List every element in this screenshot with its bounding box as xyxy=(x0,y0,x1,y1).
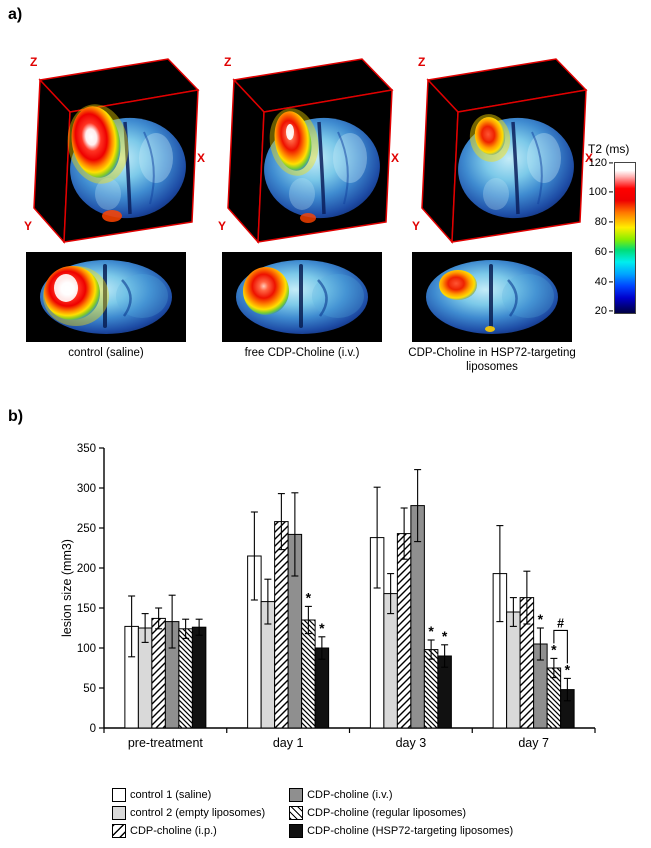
significance-marker: * xyxy=(319,620,325,636)
mri-3d-control-image: Z X Y xyxy=(24,55,205,244)
y-tick-label: 150 xyxy=(77,603,96,615)
legend-label: CDP-choline (HSP72-targeting liposomes) xyxy=(307,825,514,837)
legend-item: control 1 (saline) xyxy=(112,788,265,802)
mri-slice-hsp72-image xyxy=(412,252,572,342)
t2-colorbar: T2 (ms) 120 100 80 60 40 20 xyxy=(580,142,650,317)
category-label: day 1 xyxy=(273,736,304,750)
brain-render xyxy=(67,104,186,222)
caption-control: control (saline) xyxy=(68,347,144,359)
legend-swatch-white xyxy=(112,788,126,802)
y-tick-label: 50 xyxy=(83,683,96,695)
y-tick-label: 350 xyxy=(77,443,96,455)
colorbar-gradient xyxy=(614,162,636,314)
colorbar-body: 120 100 80 60 40 20 xyxy=(580,157,650,317)
colorbar-tick-labels: 120 100 80 60 40 20 xyxy=(580,157,614,317)
bar xyxy=(314,647,330,729)
colorbar-tick: 120 xyxy=(588,157,607,169)
z-axis-icon: Z xyxy=(30,55,37,69)
caption-hsp72: CDP-Choline in HSP72-targeting liposomes xyxy=(408,347,576,373)
bar xyxy=(301,619,316,729)
y-tick-label: 250 xyxy=(77,523,96,535)
significance-marker: * xyxy=(565,661,571,677)
colorbar-tick: 100 xyxy=(588,186,607,198)
category-label: day 3 xyxy=(396,736,427,750)
legend-swatch-hatch-forward xyxy=(112,824,126,838)
chart-legend: control 1 (saline) control 2 (empty lipo… xyxy=(112,788,513,838)
bracket-marker: # xyxy=(557,616,564,630)
significance-marker: * xyxy=(551,641,557,657)
brain-render xyxy=(264,108,380,223)
legend-swatch-lightgray xyxy=(112,806,126,820)
y-axis-icon: Y xyxy=(24,219,32,233)
bar xyxy=(178,628,193,729)
legend-swatch-gray xyxy=(289,788,304,802)
lesion-chart-svg: lesion size (mm3) 0 50 100 150 200 250 300 350 p… xyxy=(60,443,596,750)
legend-label: CDP-choline (regular liposomes) xyxy=(307,807,467,819)
colorbar-tick: 80 xyxy=(594,216,607,228)
legend-item: CDP-choline (HSP72-targeting liposomes) xyxy=(289,824,513,838)
colorbar-tick: 40 xyxy=(594,276,607,288)
bar xyxy=(396,533,412,729)
legend-swatch-black xyxy=(289,824,304,838)
legend-label: control 1 (saline) xyxy=(130,789,212,801)
caption-free-cdp: free CDP-Choline (i.v.) xyxy=(244,347,360,359)
legend-swatch-hatch-back xyxy=(289,806,304,820)
y-axis-icon: Y xyxy=(412,219,420,233)
legend-item: CDP-choline (i.v.) xyxy=(289,788,513,802)
mri-3d-hsp72-image: Z X Y xyxy=(412,55,593,244)
y-tick-label: 0 xyxy=(90,723,96,735)
significance-marker: * xyxy=(428,623,434,639)
mri-slice-control-image xyxy=(26,252,186,342)
x-axis-icon: X xyxy=(197,151,205,165)
colorbar-title: T2 (ms) xyxy=(588,142,630,156)
significance-bracket xyxy=(553,629,568,664)
y-axis-title: lesion size (mm3) xyxy=(60,539,74,637)
significance-marker: * xyxy=(306,589,312,605)
colorbar-tick: 60 xyxy=(594,246,607,258)
legend-label: control 2 (empty liposomes) xyxy=(130,807,266,819)
legend-label: CDP-choline (i.v.) xyxy=(307,789,393,801)
legend-item: control 2 (empty liposomes) xyxy=(112,806,265,820)
y-axis-icon: Y xyxy=(218,219,226,233)
bar xyxy=(506,611,521,729)
bar xyxy=(137,627,153,729)
mri-3d-free-cdp-image: Z X Y xyxy=(218,55,399,244)
significance-marker: * xyxy=(538,611,544,627)
y-tick-label: 100 xyxy=(77,643,96,655)
z-axis-icon: Z xyxy=(224,55,231,69)
category-label: pre-treatment xyxy=(128,736,204,750)
colorbar-tick: 20 xyxy=(594,305,607,317)
significance-marker: * xyxy=(442,628,448,644)
panel-b-label: b) xyxy=(8,408,24,425)
lesion-size-chart: lesion size (mm3) 0 50 100 150 200 250 300 350 p… xyxy=(58,434,606,760)
bar xyxy=(191,626,207,729)
legend-label: CDP-choline (i.p.) xyxy=(130,825,217,837)
y-tick-label: 200 xyxy=(77,563,96,575)
y-tick-label: 300 xyxy=(77,483,96,495)
legend-item: CDP-choline (i.p.) xyxy=(112,824,265,838)
panel-a-label: a) xyxy=(8,6,23,23)
category-label: day 7 xyxy=(518,736,549,750)
bar xyxy=(274,521,289,729)
z-axis-icon: Z xyxy=(418,55,425,69)
bar xyxy=(151,617,166,729)
legend-item: CDP-choline (regular liposomes) xyxy=(289,806,513,820)
x-axis-icon: X xyxy=(391,151,399,165)
mri-slice-free-cdp-image xyxy=(222,252,382,342)
bar xyxy=(423,649,439,729)
brain-render xyxy=(458,114,574,219)
